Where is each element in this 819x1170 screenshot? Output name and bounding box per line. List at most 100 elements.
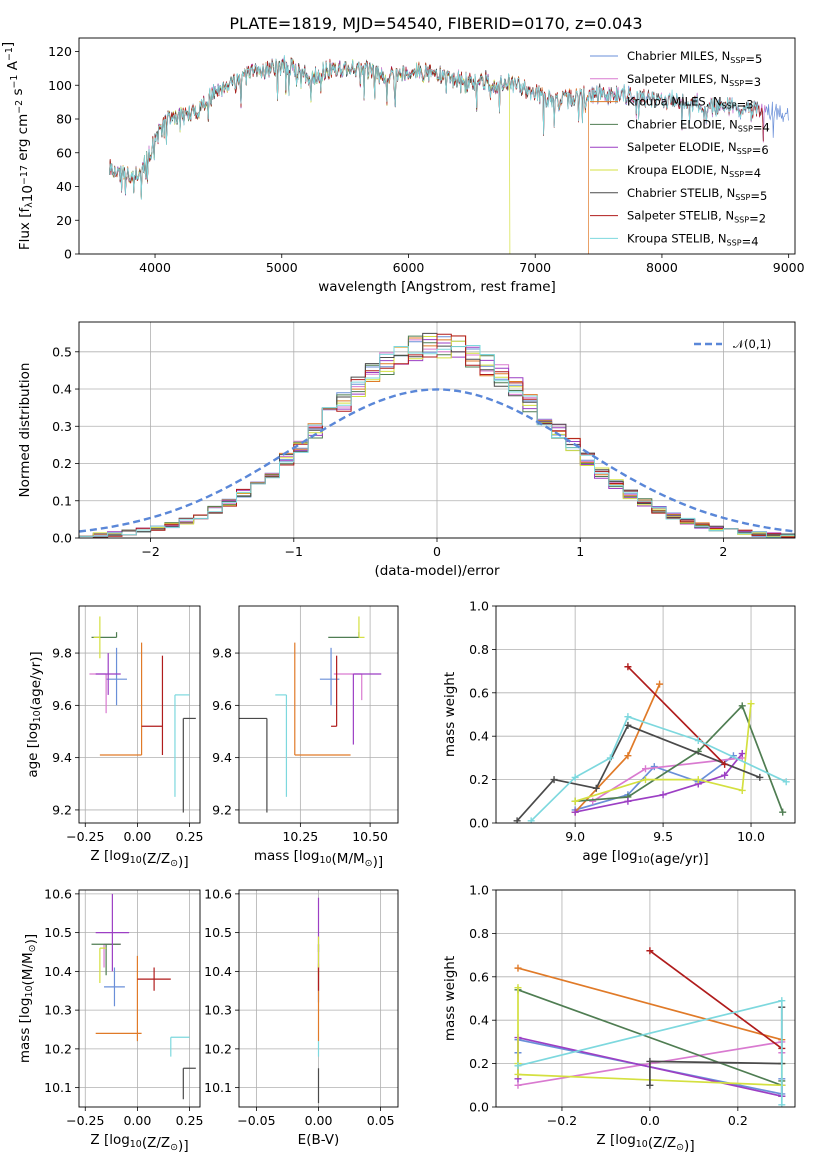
spectrum-frame xyxy=(78,37,796,255)
error-bar-point xyxy=(170,1036,190,1057)
weight-marker xyxy=(550,776,558,784)
y-tick-label: 10.2 xyxy=(204,1041,232,1056)
y-tick-label: 20 xyxy=(56,213,72,228)
weight-marker xyxy=(782,778,790,786)
weight-marker xyxy=(694,737,702,745)
weight-vs-Z-frame xyxy=(495,889,796,1108)
weight-marker xyxy=(738,786,746,794)
weight-marker xyxy=(650,763,658,771)
y-tick-label: 10.4 xyxy=(44,964,72,979)
weight-vs-age-axes: 9.0 9.5 10.0 0.0 0.2 0.4 0.6 0.8 1.0 age [log10(a… xyxy=(442,599,795,867)
x-tick-label: −2 xyxy=(141,544,159,559)
x-axis-label: Z [log10(Z/Z⊙)] xyxy=(596,1132,694,1154)
x-tick-label: 0.00 xyxy=(305,1113,333,1128)
x-axis-label: E(B-V) xyxy=(298,1132,340,1148)
weight-series-line xyxy=(517,967,783,1041)
weight-vs-Z-series xyxy=(514,947,786,1107)
y-tick-label: 60 xyxy=(56,145,72,160)
x-axis-label: Z [log10(Z/Z⊙)] xyxy=(90,848,188,870)
weight-marker xyxy=(738,702,746,710)
y-tick-label: 120 xyxy=(48,44,72,59)
error-bar-point xyxy=(93,616,101,659)
x-tick-label: 6000 xyxy=(393,260,425,275)
y-tick-label: 0.0 xyxy=(469,816,489,831)
legend-label: 𝒩(0,1) xyxy=(733,337,771,351)
x-tick-label: 0.2 xyxy=(728,1113,748,1128)
weight-marker xyxy=(514,964,522,972)
weight-series xyxy=(624,663,729,768)
y-tick-label: 9.6 xyxy=(212,698,232,713)
y-tick-label: 0.2 xyxy=(469,1056,489,1071)
histogram-series xyxy=(79,335,795,538)
y-tick-label: 10.1 xyxy=(204,1080,232,1095)
weight-marker xyxy=(589,797,597,805)
weight-series-line xyxy=(530,715,787,822)
weight-series xyxy=(514,997,786,1107)
x-tick-label: 10.50 xyxy=(352,829,388,844)
x-axis-label: age [log10(age/yr)] xyxy=(582,848,708,867)
normal-reference-curve xyxy=(79,388,795,533)
weight-series xyxy=(571,700,755,805)
mass-vs-ebv-axes: −0.05 0.00 0.05 10.1 10.2 10.3 10.4 10.5 10.6 E(B… xyxy=(204,886,398,1148)
weight-marker xyxy=(779,808,787,816)
weight-marker xyxy=(571,808,579,816)
x-tick-label: 4000 xyxy=(139,260,171,275)
figure-title: PLATE=1819, MJD=54540, FIBERID=0170, z=0… xyxy=(229,14,642,33)
weight-series-line xyxy=(575,704,784,813)
y-tick-label: 10.1 xyxy=(44,1080,72,1095)
weight-marker xyxy=(642,776,649,784)
residuals-frame xyxy=(78,321,796,539)
weight-series xyxy=(513,721,764,823)
y-tick-label: 1.0 xyxy=(469,599,489,614)
error-bar-point xyxy=(95,955,142,1042)
error-bar-point xyxy=(333,673,363,701)
y-tick-label: 40 xyxy=(56,179,72,194)
weight-marker xyxy=(721,760,729,768)
y-tick-label: 0 xyxy=(64,247,72,262)
mass-vs-ebv-frame xyxy=(238,889,399,1108)
y-axis-label: mass weight xyxy=(442,672,458,757)
x-tick-label: 10.25 xyxy=(282,829,318,844)
weight-series xyxy=(527,713,790,823)
x-axis-label: mass [log10(M/M⊙)] xyxy=(254,848,383,870)
error-bar-point xyxy=(99,642,143,756)
error-bar-point xyxy=(91,943,121,976)
y-tick-label: 10.5 xyxy=(44,925,72,940)
legend-label: Chabrier STELIB, NSSP=5 xyxy=(627,186,767,203)
weight-marker xyxy=(624,752,632,760)
y-tick-label: 0.5 xyxy=(52,344,72,359)
x-tick-label: 0.0 xyxy=(640,1113,660,1128)
weight-marker xyxy=(571,797,579,805)
y-tick-label: 10.4 xyxy=(204,964,232,979)
error-bar-point xyxy=(182,1067,196,1100)
spectrum-lines xyxy=(109,54,789,254)
weight-marker xyxy=(514,1070,522,1078)
weight-marker xyxy=(513,817,521,823)
y-tick-label: 0.3 xyxy=(52,419,72,434)
x-tick-label: 10.0 xyxy=(737,829,765,844)
spectrum-series-line xyxy=(109,54,759,200)
spectrum-series-line xyxy=(109,58,511,254)
y-axis-label: Normed distribution xyxy=(17,363,33,498)
histogram-series xyxy=(79,336,795,537)
y-tick-label: 10.5 xyxy=(204,925,232,940)
weight-series-line xyxy=(574,753,743,813)
y-tick-label: 9.8 xyxy=(52,646,72,661)
weight-marker xyxy=(646,1057,654,1065)
mass-vs-Z-frame xyxy=(78,889,201,1108)
weight-marker xyxy=(571,773,579,781)
weight-vs-age-series xyxy=(513,663,790,823)
y-tick-label: 10.3 xyxy=(204,1003,232,1018)
error-bar-point xyxy=(331,655,338,727)
histogram-series xyxy=(79,345,795,538)
weight-marker xyxy=(747,700,755,708)
weight-series-line xyxy=(627,666,726,765)
residuals-axes: −2 −1 0 1 2 0.0 0.1 0.2 0.3 0.4 0.5 (data-model)/er… xyxy=(17,322,795,579)
y-axis-label: age [log10(age/yr)] xyxy=(25,651,44,777)
weight-vs-age-frame xyxy=(495,605,796,824)
x-tick-label: −0.25 xyxy=(66,1113,104,1128)
x-tick-label: 2 xyxy=(719,544,727,559)
weight-vs-Z-axes: −0.2 0.0 0.2 0.0 0.2 0.4 0.6 0.8 1.0 Z [log10(Z/Z… xyxy=(442,883,795,1154)
weight-marker xyxy=(721,771,729,779)
